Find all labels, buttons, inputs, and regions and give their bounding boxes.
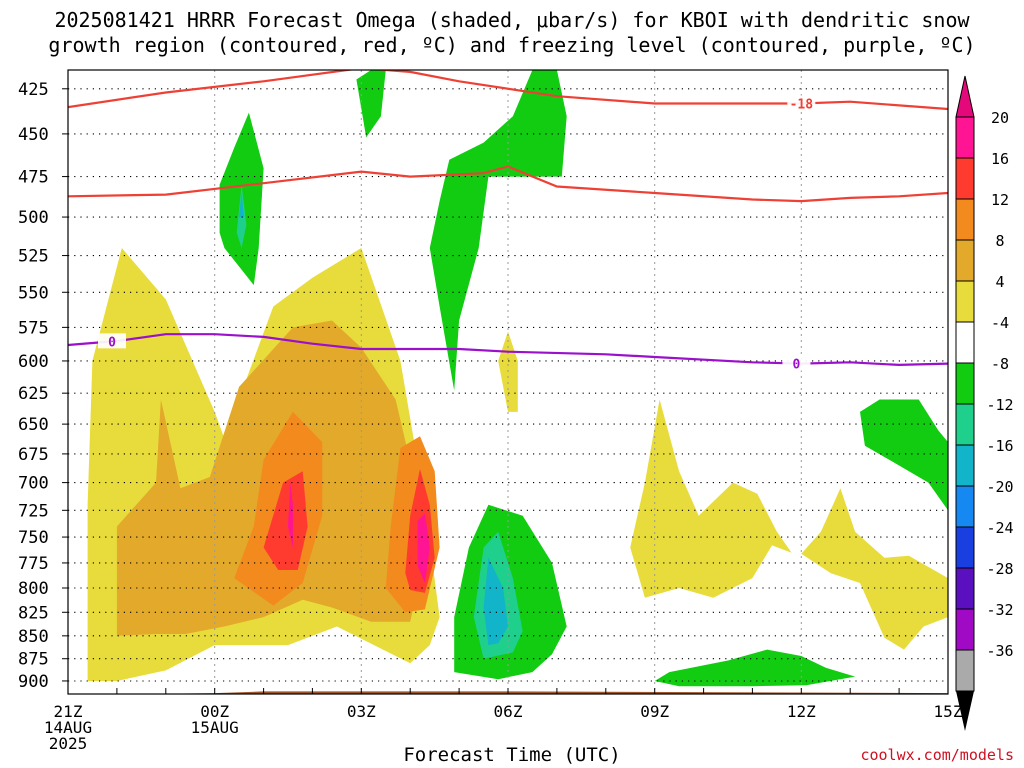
chart-title: 2025081421 HRRR Forecast Omega (shaded, … <box>0 8 1024 58</box>
contour-label-2-0: 0 <box>108 335 116 350</box>
colorbar-swatch-1 <box>955 157 975 200</box>
colorbar-label-2: 12 <box>991 191 1009 209</box>
contour-lines: -18 0 0 <box>68 70 948 372</box>
colorbar-swatch-5 <box>955 321 975 364</box>
y-tick-label-9: 650 <box>18 415 49 435</box>
colorbar-swatch-8 <box>955 444 975 487</box>
colorbar-swatch-7 <box>955 403 975 446</box>
y-tick-label-4: 525 <box>18 247 49 267</box>
y-axis: 425 450 475 500 525 550 575 600 625 650 675 700 725 7… <box>18 80 68 692</box>
y-tick-label-16: 825 <box>18 603 49 623</box>
colorbar-label-6: -8 <box>991 355 1009 373</box>
omega-shaded-regions <box>87 70 948 687</box>
colorbar-label-3: 8 <box>995 232 1004 250</box>
contour-line-1 <box>68 165 948 203</box>
omega-region-12 <box>356 70 386 138</box>
omega-region-19 <box>483 557 508 646</box>
x-tick-label-5-0: 12Z <box>787 702 816 721</box>
colorbar-legend: 20 16 12 8 4 -4 -8 -12 -16 -20 -24 -28 -32 -36 <box>955 75 1014 731</box>
contour-label-bg-2-1 <box>782 355 811 371</box>
y-tick-label-17: 850 <box>18 627 49 647</box>
colorbar-label-7: -12 <box>986 396 1013 414</box>
colorbar-swatch-9 <box>955 485 975 528</box>
x-tick-label-6-0: 15Z <box>934 702 963 721</box>
contour-label-0-1: -18 <box>790 98 814 113</box>
omega-region-15 <box>654 649 856 687</box>
contour-label-bg-2-0 <box>98 333 126 349</box>
omega-region-20 <box>239 193 244 218</box>
colorbar-swatch-4 <box>955 280 975 323</box>
y-tick-label-0: 425 <box>18 80 49 100</box>
colorbar-swatch-12 <box>955 608 975 651</box>
omega-region-16 <box>860 399 948 511</box>
contour-label-2-1: 0 <box>793 357 801 372</box>
colorbar-label-8: -16 <box>986 437 1013 455</box>
y-tick-label-2: 475 <box>18 168 49 188</box>
colorbar-bottom-arrow <box>956 691 974 731</box>
omega-region-3 <box>801 488 948 650</box>
x-tick-label-4-0: 09Z <box>640 702 669 721</box>
x-tick-label-0-1: 14AUG <box>44 718 92 737</box>
x-tick-label-0-0: 21Z <box>54 702 83 721</box>
contour-label-bg-0-1 <box>787 95 816 111</box>
y-tick-label-15: 800 <box>18 579 49 599</box>
x-axis-title: Forecast Time (UTC) <box>403 744 621 766</box>
y-tick-label-6: 575 <box>18 318 49 338</box>
colorbar-swatch-0 <box>955 116 975 159</box>
colorbar-label-11: -28 <box>986 560 1013 578</box>
y-tick-label-3: 500 <box>18 208 49 228</box>
y-tick-label-7: 600 <box>18 352 49 372</box>
omega-region-13 <box>429 70 567 391</box>
colorbar-swatch-11 <box>955 567 975 610</box>
title-line-1: 2025081421 HRRR Forecast Omega (shaded, … <box>54 8 970 32</box>
colorbar-swatch-6 <box>955 362 975 405</box>
colorbar-label-0: 20 <box>991 109 1009 127</box>
credit-text: coolwx.com/models <box>860 746 1014 764</box>
y-tick-label-1: 450 <box>18 125 49 145</box>
x-tick-label-2-0: 03Z <box>347 702 376 721</box>
colorbar-label-1: 16 <box>991 150 1009 168</box>
colorbar-label-4: 4 <box>995 273 1004 291</box>
y-tick-label-11: 700 <box>18 474 49 494</box>
omega-region-7 <box>263 471 308 570</box>
y-tick-label-18: 875 <box>18 650 49 670</box>
x-tick-label-1-1: 15AUG <box>191 718 239 737</box>
y-tick-label-19: 900 <box>18 672 49 692</box>
y-tick-label-10: 675 <box>18 445 49 465</box>
x-tick-label-3-0: 06Z <box>494 702 523 721</box>
y-tick-label-8: 625 <box>18 384 49 404</box>
omega-region-10 <box>417 513 430 583</box>
colorbar-label-10: -24 <box>986 519 1013 537</box>
colorbar-swatch-13 <box>955 649 975 692</box>
colorbar-label-12: -32 <box>986 601 1013 619</box>
colorbar-top-arrow <box>955 75 975 118</box>
y-tick-label-5: 550 <box>18 283 49 303</box>
y-tick-label-13: 750 <box>18 528 49 548</box>
colorbar-label-5: -4 <box>991 314 1009 332</box>
colorbar-label-13: -36 <box>986 642 1013 660</box>
x-tick-label-0-2: 2025 <box>49 734 88 753</box>
title-line-2: growth region (contoured, red, ºC) and f… <box>48 33 976 57</box>
plot-frame <box>67 69 949 695</box>
y-tick-label-14: 775 <box>18 554 49 574</box>
colorbar-swatch-2 <box>955 198 975 241</box>
omega-region-2 <box>630 399 792 598</box>
colorbar-swatch-3 <box>955 239 975 282</box>
contour-line-0 <box>68 70 948 111</box>
omega-region-9 <box>288 482 293 548</box>
y-tick-label-12: 725 <box>18 501 49 521</box>
x-tick-label-1-0: 00Z <box>200 702 229 721</box>
colorbar-label-9: -20 <box>986 478 1013 496</box>
contour-line-2 <box>68 333 948 367</box>
plot-grid <box>67 70 949 694</box>
colorbar-swatch-10 <box>955 526 975 569</box>
